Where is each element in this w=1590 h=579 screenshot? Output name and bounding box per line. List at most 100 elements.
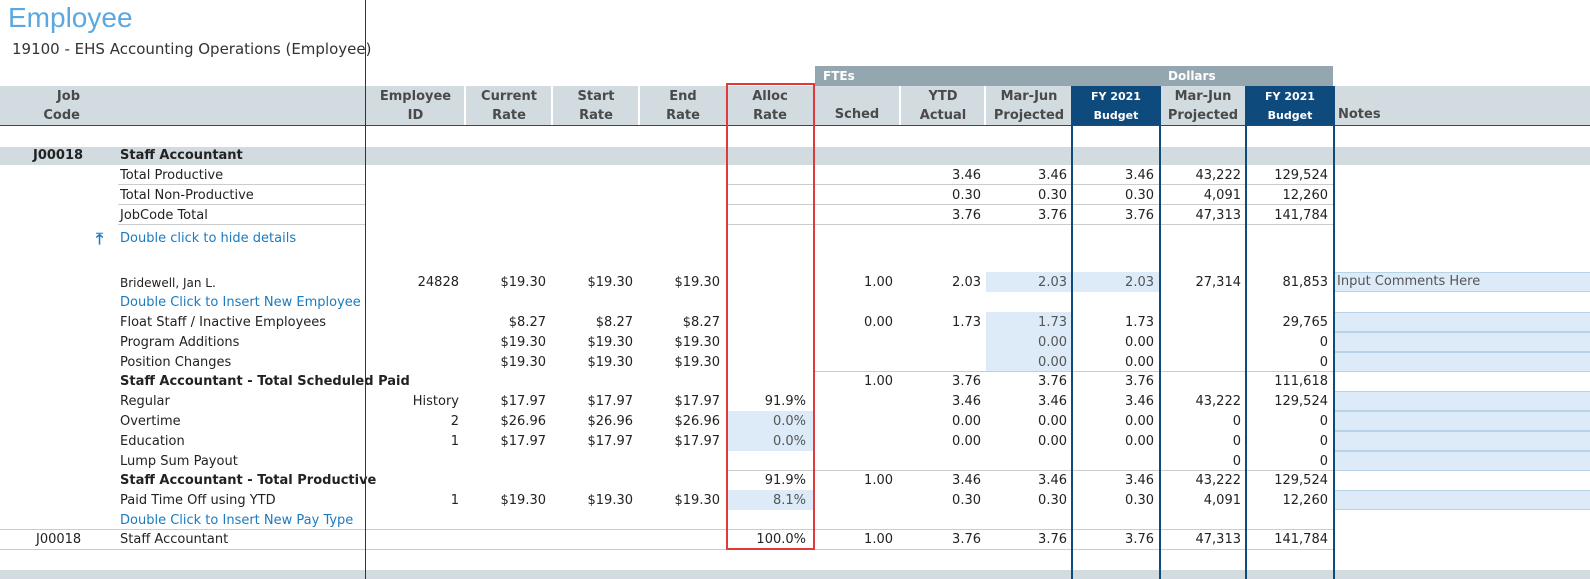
employee-id: History — [412, 394, 459, 409]
start-rate: $19.30 — [587, 493, 634, 508]
dollars-budget: 12,260 — [1282, 493, 1329, 508]
header-separator — [984, 86, 986, 126]
budget-value[interactable]: 2.03 — [1125, 275, 1154, 290]
notes-input[interactable] — [1334, 490, 1590, 510]
end-rate: $19.30 — [674, 355, 721, 370]
notes-input[interactable] — [1334, 451, 1590, 471]
col-alloc-rate[interactable]: Alloc Rate — [752, 89, 788, 123]
notes-input[interactable] — [1334, 352, 1590, 372]
budget-value: 3.46 — [1125, 394, 1154, 409]
col-dollars-fy2021-budget[interactable]: FY 2021 Budget — [1247, 86, 1333, 126]
row-label: Education — [120, 434, 185, 449]
col-employee-id[interactable]: Employee ID — [379, 89, 452, 123]
col-ytd-actual[interactable]: YTD Actual — [919, 89, 967, 123]
row-label: Lump Sum Payout — [120, 454, 238, 469]
dollars-projected: 0 — [1232, 434, 1241, 449]
dollars-budget: 141,784 — [1274, 532, 1328, 547]
notes-input[interactable] — [1334, 391, 1590, 411]
dollars-band: Dollars — [1160, 66, 1333, 86]
col-notes[interactable]: Notes — [1338, 107, 1381, 122]
projected-value: 3.46 — [1038, 394, 1067, 409]
projected-value[interactable]: 0.00 — [1038, 355, 1067, 370]
budget-value: 0.30 — [1125, 493, 1154, 508]
alloc-rate[interactable]: 0.0% — [772, 414, 806, 429]
alloc-input[interactable] — [727, 411, 813, 431]
col-start-rate[interactable]: Start Rate — [577, 89, 615, 123]
start-rate: $8.27 — [595, 315, 633, 330]
col-dollars-mar-jun-projected[interactable]: Mar-Jun Projected — [1167, 89, 1239, 123]
end-rate: $8.27 — [682, 315, 720, 330]
start-rate: $19.30 — [587, 335, 634, 350]
dollars-budget: 129,524 — [1274, 473, 1328, 488]
col-fy2021-budget[interactable]: FY 2021 Budget — [1073, 86, 1159, 126]
dollars-projected: 0 — [1232, 414, 1241, 429]
summary-budget: 3.46 — [1125, 168, 1154, 183]
dollars-projected: 27,314 — [1195, 275, 1242, 290]
col-end-rate[interactable]: End Rate — [666, 89, 700, 123]
col-current-rate[interactable]: Current Rate — [481, 89, 537, 123]
alloc-input[interactable] — [727, 490, 813, 510]
projected-value[interactable]: 0.00 — [1038, 335, 1067, 350]
hide-details-link[interactable]: Double click to hide details — [120, 231, 297, 246]
current-rate: $19.30 — [500, 275, 547, 290]
current-rate: $19.30 — [500, 493, 547, 508]
ytd-actual: 0.00 — [952, 434, 981, 449]
column-divider — [1159, 86, 1161, 579]
projected-value: 3.46 — [1038, 473, 1067, 488]
header-separator — [638, 86, 640, 126]
ytd-actual: 1.73 — [952, 315, 981, 330]
projected-value[interactable]: 1.73 — [1038, 315, 1067, 330]
group-row — [0, 147, 1590, 165]
dollars-projected: 47,313 — [1195, 532, 1242, 547]
end-rate: $17.97 — [674, 394, 721, 409]
budget-value: 0.00 — [1125, 414, 1154, 429]
frozen-pane-divider[interactable] — [365, 0, 366, 579]
projected-value[interactable]: 2.03 — [1038, 275, 1067, 290]
row-label: Program Additions — [120, 335, 240, 350]
group-code: J00018 — [33, 148, 84, 163]
notes-input[interactable] — [1334, 411, 1590, 431]
sched: 1.00 — [864, 275, 893, 290]
col-mar-jun-projected[interactable]: Mar-Jun Projected — [993, 89, 1065, 123]
summary-divider — [727, 184, 1333, 185]
sched: 1.00 — [864, 374, 893, 389]
projected-input[interactable] — [986, 332, 1072, 352]
projected-input[interactable] — [986, 312, 1072, 332]
col-sched[interactable]: Sched — [834, 107, 880, 122]
summary-budget: 0.30 — [1125, 188, 1154, 203]
summary-proj: 3.46 — [1038, 168, 1067, 183]
ytd-actual: 3.76 — [952, 532, 981, 547]
alloc-rate: 91.9% — [764, 473, 806, 488]
notes-input[interactable] — [1334, 272, 1590, 292]
projected-input[interactable] — [986, 352, 1072, 372]
summary-divider — [118, 224, 366, 225]
dollars-budget: 81,853 — [1282, 275, 1329, 290]
insert-new-employee-link[interactable]: Double Click to Insert New Employee — [120, 295, 361, 310]
row-divider — [815, 371, 1333, 372]
collapse-arrow-icon[interactable]: ⤒ — [96, 229, 104, 248]
page-title: Employee — [8, 2, 133, 33]
employee-name[interactable]: Bridewell, Jan L. — [120, 276, 216, 290]
insert-new-pay-type-link[interactable]: Double Click to Insert New Pay Type — [120, 513, 354, 528]
alloc-input[interactable] — [727, 431, 813, 451]
summary-divider — [727, 204, 1333, 205]
notes-input[interactable] — [1334, 332, 1590, 352]
notes-input[interactable] — [1334, 312, 1590, 332]
row-divider — [727, 470, 1333, 471]
alloc-rate[interactable]: 8.1% — [772, 493, 806, 508]
budget-input[interactable] — [1073, 272, 1159, 292]
end-rate: $17.97 — [674, 434, 721, 449]
alloc-rate[interactable]: 0.0% — [772, 434, 806, 449]
notes-placeholder[interactable]: Input Comments Here — [1337, 274, 1481, 289]
alloc-rate-highlight — [726, 83, 815, 550]
projected-input[interactable] — [986, 272, 1072, 292]
notes-input[interactable] — [1334, 431, 1590, 451]
budget-value: 3.76 — [1125, 374, 1154, 389]
summary-total-productive-label: Total Productive — [120, 168, 224, 183]
header-separator — [899, 86, 901, 126]
summary-dollars-proj: 4,091 — [1203, 188, 1241, 203]
current-rate: $17.97 — [500, 434, 547, 449]
col-job-code[interactable]: Job Code — [43, 89, 80, 123]
current-rate: $26.96 — [500, 414, 547, 429]
dollars-projected: 43,222 — [1195, 473, 1242, 488]
